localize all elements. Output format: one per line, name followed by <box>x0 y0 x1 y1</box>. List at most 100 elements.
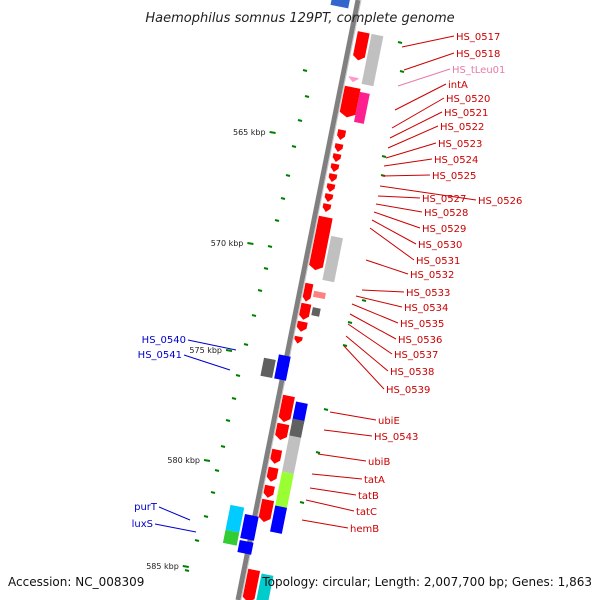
gene-label: purT <box>134 502 158 513</box>
gc-tick <box>194 539 200 542</box>
gene-feature <box>282 435 301 474</box>
gene-label: HS_0534 <box>404 303 448 314</box>
gc-tick <box>342 344 348 347</box>
gene-feature <box>299 302 312 320</box>
gc-tick <box>302 69 308 72</box>
kbp-scale: 565 kbp 570 kbp 575 kbp 580 kbp 585 kbp <box>146 128 276 571</box>
gene-feature <box>311 307 321 317</box>
gene-label: HS_0518 <box>456 49 500 60</box>
gene-feature <box>328 173 338 182</box>
label-leader-line <box>361 289 405 293</box>
gene-label: HS_0540 <box>142 335 186 346</box>
gene-label: ubiB <box>368 457 390 468</box>
gc-tick <box>291 145 297 148</box>
kbp-tick <box>225 349 233 352</box>
kbp-label: 570 kbp <box>211 239 244 248</box>
gc-tick <box>267 245 273 248</box>
label-leader-line <box>323 429 373 437</box>
label-leader-line <box>183 354 231 371</box>
gene-feature <box>270 448 283 464</box>
kbp-label: 565 kbp <box>233 128 266 137</box>
gene-feature <box>274 362 290 381</box>
gene-feature <box>274 471 294 512</box>
label-leader-line <box>187 339 237 351</box>
gene-feature <box>276 354 291 367</box>
gene-label: HS_0538 <box>390 367 434 378</box>
gene-feature <box>330 0 350 9</box>
label-leader-line <box>154 523 197 533</box>
label-leader-line <box>345 335 389 372</box>
gene-label: HS_0526 <box>478 196 522 207</box>
gene-label: hemB <box>350 524 379 535</box>
gene-feature <box>334 143 344 152</box>
gene-feature <box>242 568 261 600</box>
label-leader-line <box>385 142 437 159</box>
gene-feature <box>339 85 361 118</box>
gene-feature <box>337 129 347 140</box>
label-leader-line <box>389 111 443 139</box>
kbp-tick <box>203 459 211 462</box>
gc-ticks <box>184 41 405 572</box>
gc-tick <box>361 299 367 302</box>
label-leader-line <box>301 519 349 529</box>
label-leader-line <box>369 227 415 261</box>
gc-tick <box>257 289 263 292</box>
label-leader-line <box>351 303 399 324</box>
gc-tick <box>347 321 353 324</box>
gene-label: HS_0524 <box>434 155 478 166</box>
gc-tick <box>243 343 249 346</box>
genome-backbone <box>235 0 362 600</box>
gene-feature <box>326 183 336 192</box>
gene-feature <box>292 401 308 424</box>
gene-label: HS_0525 <box>432 171 476 182</box>
gene-label: luxS <box>132 519 153 530</box>
gene-label: HS_0522 <box>440 122 484 133</box>
label-leader-line <box>355 295 403 308</box>
backbone-highlight <box>240 0 362 600</box>
label-leader-line <box>394 83 447 111</box>
kbp-label: 580 kbp <box>167 456 200 465</box>
gene-label: HS_0532 <box>410 270 454 281</box>
gc-tick <box>399 70 405 73</box>
gc-tick <box>299 501 305 504</box>
gc-tick <box>285 174 291 177</box>
gene-label: HS_0537 <box>394 350 438 361</box>
gene-feature <box>322 203 332 212</box>
gene-feature <box>237 540 254 555</box>
gene-feature <box>322 235 343 283</box>
gene-labels: HS_0517 HS_0518 HS_tLeu01 intA HS_0520 HS_052… <box>132 32 523 535</box>
gene-label: tatB <box>358 491 379 502</box>
gene-label: intA <box>448 80 468 91</box>
gene-feature <box>289 418 305 438</box>
gene-feature <box>330 163 340 172</box>
gene-label: HS_0531 <box>416 256 460 267</box>
gene-feature <box>361 33 384 87</box>
gene-label: HS_0520 <box>446 94 490 105</box>
gene-label: HS_0529 <box>422 224 466 235</box>
gene-label: HS_0523 <box>438 139 482 150</box>
gc-tick <box>274 219 280 222</box>
backbone-line <box>235 0 361 600</box>
gc-tick <box>203 515 209 518</box>
gene-label: tatC <box>356 507 377 518</box>
gene-label: HS_0539 <box>386 385 430 396</box>
label-leader-line <box>317 453 367 462</box>
label-leader-line <box>305 499 355 512</box>
gene-label: HS_0530 <box>418 240 462 251</box>
gene-feature <box>266 466 279 482</box>
gene-label: tatA <box>364 475 385 486</box>
gc-tick <box>323 408 329 411</box>
label-leader-line <box>377 195 421 199</box>
kbp-label: 575 kbp <box>189 346 222 355</box>
gene-feature <box>354 91 370 124</box>
label-leader-line <box>309 487 357 496</box>
label-leader-line <box>387 125 439 149</box>
gene-feature <box>312 290 326 300</box>
label-leader-line <box>391 97 445 129</box>
gc-tick <box>235 374 241 377</box>
label-leader-line <box>397 68 451 87</box>
label-leader-line <box>401 35 455 48</box>
label-leader-line <box>349 313 397 340</box>
kbp-tick <box>182 565 189 568</box>
